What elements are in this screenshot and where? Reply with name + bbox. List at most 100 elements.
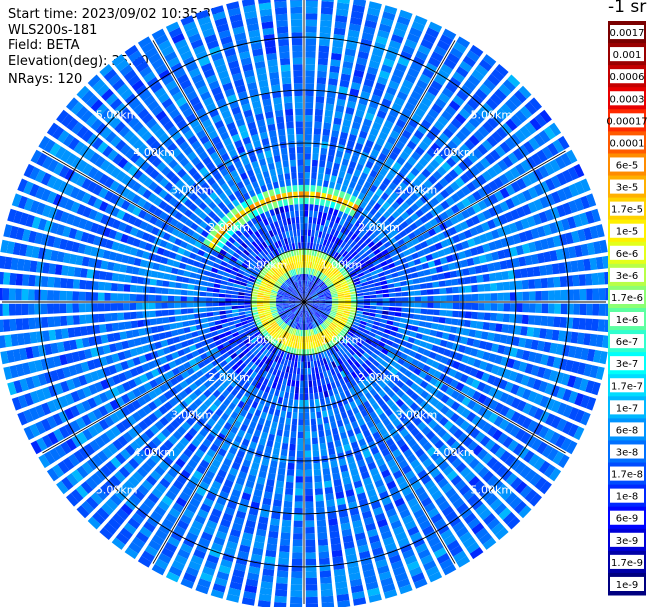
range-gate — [174, 289, 182, 295]
range-gate — [370, 54, 382, 64]
range-gate — [384, 141, 394, 151]
range-gate — [330, 310, 337, 315]
range-gate — [426, 463, 437, 474]
range-gate — [314, 269, 318, 277]
range-gate — [459, 449, 471, 461]
range-gate — [543, 428, 555, 442]
range-gate — [227, 278, 235, 283]
range-gate — [305, 304, 308, 311]
range-gate — [547, 277, 555, 288]
range-gate — [324, 486, 334, 495]
range-gate — [312, 328, 317, 335]
range-gate — [435, 390, 445, 400]
range-gate — [514, 461, 527, 475]
range-gate — [304, 267, 306, 274]
range-gate — [519, 105, 533, 119]
range-gate — [419, 380, 429, 389]
range-gate — [293, 514, 303, 521]
range-gate — [342, 327, 349, 334]
range-gate — [395, 265, 404, 272]
range-gate — [392, 470, 403, 480]
range-gate — [418, 277, 426, 283]
range-gate — [442, 366, 452, 375]
range-gate — [436, 552, 450, 565]
range-gate — [403, 347, 411, 355]
range-gate — [305, 295, 310, 300]
range-gate — [593, 241, 602, 255]
range-gate — [320, 274, 326, 281]
range-gate — [442, 127, 454, 139]
range-gate — [466, 387, 476, 398]
range-gate — [335, 15, 348, 23]
range-gate — [547, 316, 555, 327]
range-gate — [482, 409, 493, 421]
range-gate — [526, 267, 535, 278]
range-gate — [418, 321, 426, 327]
range-gate — [304, 304, 306, 311]
range-gate — [378, 70, 391, 80]
range-gate — [340, 363, 347, 371]
range-gate — [357, 418, 366, 427]
range-gate — [357, 544, 369, 553]
range-gate — [509, 94, 523, 108]
range-gate — [291, 418, 298, 426]
range-gate — [360, 151, 369, 160]
range-gate — [556, 418, 568, 432]
range-gate — [351, 175, 359, 184]
range-gate — [464, 249, 473, 258]
ray — [304, 9, 413, 300]
range-gate — [323, 390, 329, 398]
range-gate — [368, 266, 376, 273]
range-gate — [180, 308, 188, 315]
range-gate — [441, 332, 450, 340]
range-gate — [445, 105, 457, 117]
range-gate — [354, 183, 363, 192]
range-gate — [231, 522, 243, 532]
range-gate — [171, 267, 179, 275]
range-gate — [315, 494, 324, 502]
range-gate — [419, 340, 428, 348]
range-gate — [310, 191, 315, 199]
range-gate — [247, 447, 256, 456]
range-gate — [175, 322, 184, 329]
range-gate — [286, 469, 295, 476]
range-gate — [175, 275, 184, 282]
range-gate — [295, 386, 299, 394]
range-gate — [350, 307, 358, 310]
range-gate — [539, 109, 552, 124]
range-gate — [321, 404, 327, 412]
range-gate — [356, 389, 364, 398]
range-gate — [338, 405, 346, 414]
range-gate — [591, 272, 599, 286]
range-gate — [317, 526, 327, 534]
range-gate — [338, 458, 347, 467]
range-gate — [392, 146, 402, 156]
range-gate — [492, 163, 503, 175]
range-gate — [488, 206, 498, 217]
range-gate — [395, 454, 405, 464]
range-gate — [496, 127, 508, 140]
range-gate — [409, 27, 423, 38]
range-gate — [308, 316, 311, 323]
range-gate — [118, 322, 126, 331]
range-gate — [199, 572, 214, 583]
range-gate — [228, 534, 240, 544]
range-gate — [301, 355, 304, 362]
range-gate — [478, 59, 493, 72]
range-gate — [343, 236, 350, 243]
range-gate — [306, 299, 313, 302]
range-gate — [307, 310, 311, 316]
range-gate — [361, 332, 369, 338]
range-gate — [361, 362, 369, 370]
range-gate — [297, 329, 300, 336]
range-gate — [448, 169, 459, 180]
range-gate — [398, 135, 409, 145]
range-gate — [245, 480, 255, 489]
range-gate — [493, 389, 504, 401]
range-gate — [466, 98, 479, 110]
range-gate — [355, 486, 365, 495]
range-gate — [290, 347, 294, 355]
range-gate — [305, 267, 308, 275]
range-gate — [335, 262, 342, 269]
range-gate — [335, 343, 342, 351]
